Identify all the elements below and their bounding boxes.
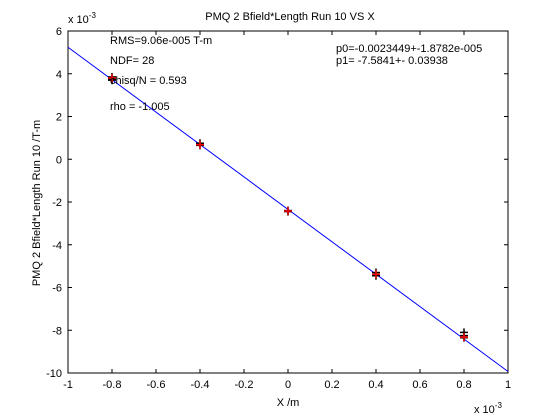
y-tick-label: -8 (52, 325, 62, 337)
y-tick-label: -4 (52, 240, 62, 252)
x-axis-multiplier: x 10-3 (474, 401, 502, 416)
x-tick-label: 0 (285, 379, 291, 391)
ndf-annotation: NDF= 28 (110, 55, 154, 67)
x-tick-label: 0.6 (412, 379, 427, 391)
x-tick-label: -0.6 (147, 379, 166, 391)
data-point (460, 333, 468, 342)
chart-title: PMQ 2 Bfield*Length Run 10 VS X (205, 11, 375, 23)
y-axis-ticks: -10 -8 -6 -4 -2 0 2 4 6 (46, 26, 508, 380)
chisq-annotation: chisq/N = 0.593 (110, 75, 187, 87)
x-tick-label: 0.8 (456, 379, 471, 391)
data-points (108, 72, 468, 342)
x-tick-label: -1 (63, 379, 73, 391)
rms-annotation: RMS=9.06e-005 T-m (110, 35, 212, 47)
y-axis-multiplier: x 10-3 (68, 11, 96, 26)
y-tick-label: -6 (52, 283, 62, 295)
y-tick-label: -2 (52, 197, 62, 209)
y-tick-label: 2 (56, 112, 62, 124)
data-point (284, 206, 292, 215)
p1-annotation: p1= -7.5841+- 0.03938 (336, 55, 448, 67)
plot-area (67, 30, 509, 374)
x-tick-label: 0.4 (368, 379, 383, 391)
x-tick-label: -0.8 (103, 379, 122, 391)
rho-annotation: rho = -1.005 (110, 101, 170, 113)
x-tick-label: 0.2 (324, 379, 339, 391)
x-axis-label: X /m (277, 397, 300, 409)
y-tick-label: -10 (46, 368, 62, 380)
x-tick-label: -0.4 (191, 379, 210, 391)
y-tick-label: 6 (56, 26, 62, 38)
p0-annotation: p0=-0.0023449+-1.8782e-005 (336, 43, 482, 55)
y-tick-label: 0 (56, 154, 62, 166)
data-point (196, 140, 204, 149)
data-point (372, 270, 380, 279)
x-tick-label: 1 (505, 379, 511, 391)
y-tick-label: 4 (56, 69, 62, 81)
x-tick-label: -0.2 (235, 379, 254, 391)
x-axis-ticks: -1 -0.8 -0.6 -0.4 -0.2 0 0.2 0.4 0.6 0.8 1 (63, 31, 511, 391)
y-axis-label: PMQ 2 Bfield*Length Run 10 /T-m (31, 120, 43, 286)
data-point (108, 74, 116, 83)
